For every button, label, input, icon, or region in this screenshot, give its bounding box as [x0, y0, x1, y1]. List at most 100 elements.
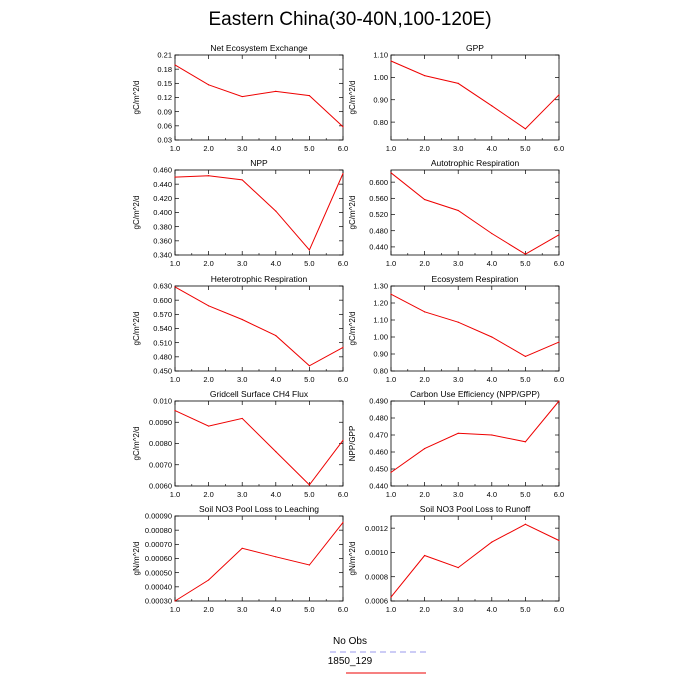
y-tick-label: 0.440: [369, 243, 388, 252]
data-point: [275, 90, 277, 92]
series-line-1850-129: [174, 173, 344, 251]
y-tick-label: 0.0006: [365, 597, 388, 606]
data-point: [524, 355, 527, 357]
data-point: [275, 210, 277, 212]
data-point: [424, 198, 426, 201]
data-point: [491, 434, 493, 436]
y-tick-label: 0.90: [373, 350, 388, 359]
data-point: [524, 128, 527, 130]
data-point: [342, 172, 344, 175]
x-tick-label: 2.0: [419, 605, 429, 614]
data-point: [390, 60, 392, 62]
y-tick-label: 0.0008: [365, 572, 388, 581]
x-tick-label: 5.0: [520, 144, 530, 153]
data-point: [174, 600, 176, 602]
data-point: [424, 554, 426, 557]
y-tick-label: 0.600: [369, 178, 388, 187]
y-tick-label: 0.480: [153, 353, 172, 362]
panel-title: Ecosystem Respiration: [432, 274, 519, 284]
x-tick-label: 3.0: [237, 144, 247, 153]
x-tick-label: 3.0: [237, 259, 247, 268]
panel-title: NPP: [250, 158, 268, 168]
series-line-1850-129: [174, 286, 344, 367]
y-tick-label: 0.80: [373, 118, 388, 127]
y-tick-label: 0.0060: [149, 482, 172, 491]
y-tick-label: 0.06: [157, 122, 172, 131]
panel-carbon-use-efficiency-npp-gpp: Carbon Use Efficiency (NPP/GPP) 1.0 2.0 3.0…: [348, 389, 564, 499]
y-tick-label: 0.360: [153, 237, 172, 246]
panel-title: Soil NO3 Pool Loss to Leaching: [199, 504, 319, 514]
x-tick-label: 2.0: [419, 375, 429, 384]
y-tick-label: 0.540: [153, 324, 172, 333]
data-point: [558, 400, 560, 402]
data-point: [457, 82, 459, 85]
x-tick-label: 4.0: [271, 144, 281, 153]
x-tick-label: 2.0: [203, 375, 213, 384]
series-line-1850-129: [174, 64, 344, 128]
x-tick-label: 1.0: [170, 490, 180, 499]
data-point: [457, 567, 459, 569]
data-point: [241, 95, 243, 98]
y-tick-label: 1.30: [373, 282, 388, 291]
y-tick-label: 0.21: [157, 51, 172, 60]
y-tick-label: 0.480: [369, 414, 388, 423]
data-point: [342, 346, 344, 348]
data-point: [241, 318, 243, 321]
x-tick-label: 6.0: [554, 490, 564, 499]
y-tick-label: 0.450: [369, 465, 388, 474]
x-tick-label: 6.0: [338, 490, 348, 499]
data-point: [558, 234, 560, 236]
plot-frame: [174, 285, 344, 372]
panel-autotrophic-respiration: Autotrophic Respiration 1.0 2.0 3.0 4.0 5.0 6.…: [348, 158, 564, 268]
x-tick-label: 2.0: [419, 144, 429, 153]
y-tick-label: 0.00060: [145, 554, 172, 563]
panel-gpp: GPP 1.0 2.0 3.0 4.0 5.0 6.0 0.80 0.90 1.00 1.10 gC/…: [348, 43, 564, 153]
series-line-1850-129: [390, 400, 560, 473]
x-tick-label: 2.0: [419, 259, 429, 268]
y-tick-label: 0.380: [153, 222, 172, 231]
y-tick-label: 1.00: [373, 333, 388, 342]
y-axis-label: gC/m^2/d: [348, 312, 357, 346]
x-tick-label: 5.0: [520, 490, 530, 499]
y-tick-label: 0.0012: [365, 524, 388, 533]
y-tick-label: 0.440: [369, 482, 388, 491]
series-line-1850-129: [390, 293, 560, 357]
panel-title: Gridcell Surface CH4 Flux: [210, 389, 309, 399]
x-tick-label: 4.0: [487, 490, 497, 499]
y-tick-label: 0.00070: [145, 540, 172, 549]
data-point: [308, 95, 310, 97]
x-tick-label: 4.0: [487, 144, 497, 153]
x-tick-label: 6.0: [554, 605, 564, 614]
y-tick-label: 0.560: [369, 194, 388, 203]
x-tick-label: 1.0: [386, 259, 396, 268]
panel-title: Autotrophic Respiration: [431, 158, 520, 168]
x-tick-label: 2.0: [203, 259, 213, 268]
x-tick-label: 3.0: [237, 375, 247, 384]
data-point: [342, 521, 344, 523]
legend-label-no-obs: No Obs: [333, 636, 367, 647]
x-tick-label: 6.0: [338, 144, 348, 153]
data-point: [491, 541, 493, 543]
data-point: [491, 336, 493, 338]
x-tick-label: 3.0: [237, 490, 247, 499]
y-tick-label: 0.630: [153, 282, 172, 291]
data-point: [174, 64, 176, 66]
y-tick-label: 0.0070: [149, 460, 172, 469]
y-tick-label: 0.340: [153, 251, 172, 260]
x-tick-label: 2.0: [203, 144, 213, 153]
data-point: [424, 311, 426, 313]
y-tick-label: 1.10: [373, 51, 388, 60]
x-tick-label: 3.0: [453, 605, 463, 614]
data-point: [208, 425, 210, 427]
data-point: [457, 432, 459, 434]
y-tick-label: 0.03: [157, 136, 172, 145]
data-point: [524, 441, 527, 443]
y-tick-label: 1.10: [373, 316, 388, 325]
plot-frame: [174, 169, 344, 256]
y-tick-label: 0.12: [157, 93, 172, 102]
data-point: [275, 556, 277, 558]
x-tick-label: 1.0: [170, 375, 180, 384]
data-point: [524, 253, 527, 255]
y-tick-label: 0.440: [153, 180, 172, 189]
y-tick-label: 0.490: [369, 397, 388, 406]
